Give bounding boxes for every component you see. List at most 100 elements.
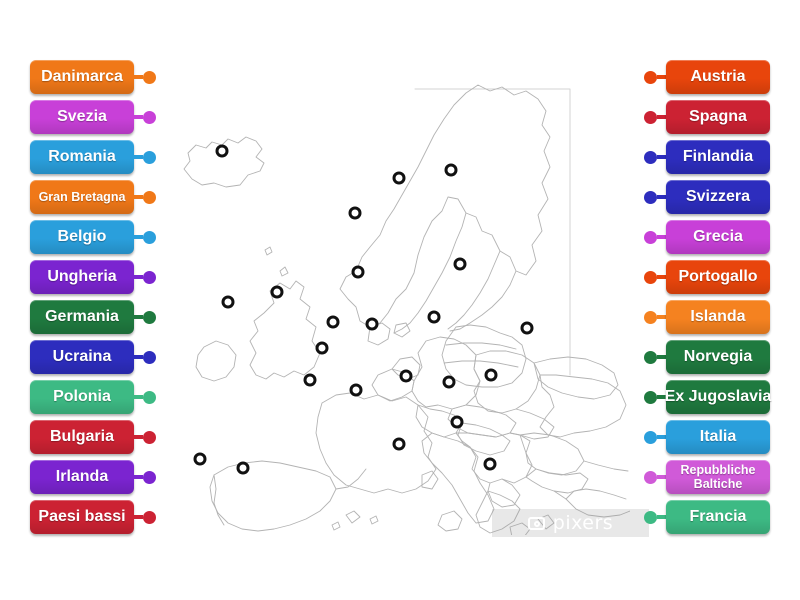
label-chip-bulgaria[interactable]: Bulgaria bbox=[30, 420, 134, 454]
label-chip-irlanda[interactable]: Irlanda bbox=[30, 460, 134, 494]
map-marker[interactable] bbox=[484, 368, 498, 382]
label-chip-repubbliche-baltiche[interactable]: Repubbliche Baltiche bbox=[666, 460, 770, 494]
map-marker[interactable] bbox=[520, 321, 534, 335]
connector[interactable] bbox=[644, 310, 666, 324]
connector[interactable] bbox=[644, 470, 666, 484]
map-marker[interactable] bbox=[348, 206, 362, 220]
label-chip-ucraina[interactable]: Ucraina bbox=[30, 340, 134, 374]
label-chip-paesi-bassi[interactable]: Paesi bassi bbox=[30, 500, 134, 534]
label-chip-francia[interactable]: Francia bbox=[666, 500, 770, 534]
connector[interactable] bbox=[134, 470, 156, 484]
connector[interactable] bbox=[134, 510, 156, 524]
label-chip-belgio[interactable]: Belgio bbox=[30, 220, 134, 254]
connector-knob[interactable] bbox=[644, 150, 657, 164]
map-marker[interactable] bbox=[315, 341, 329, 355]
map-marker[interactable] bbox=[236, 461, 250, 475]
connector[interactable] bbox=[134, 270, 156, 284]
connector[interactable] bbox=[644, 510, 666, 524]
map-marker[interactable] bbox=[392, 437, 406, 451]
map-marker[interactable] bbox=[365, 317, 379, 331]
connector-knob[interactable] bbox=[143, 430, 156, 444]
connector-knob[interactable] bbox=[644, 390, 657, 404]
map-marker[interactable] bbox=[453, 257, 467, 271]
connector-knob[interactable] bbox=[644, 70, 657, 84]
label-chip-norvegia[interactable]: Norvegia bbox=[666, 340, 770, 374]
connector-knob[interactable] bbox=[143, 350, 156, 364]
map-marker[interactable] bbox=[303, 373, 317, 387]
connector-knob[interactable] bbox=[644, 510, 657, 524]
connector-knob[interactable] bbox=[644, 430, 657, 444]
label-chip-spagna[interactable]: Spagna bbox=[666, 100, 770, 134]
connector[interactable] bbox=[644, 110, 666, 124]
label-chip-italia[interactable]: Italia bbox=[666, 420, 770, 454]
connector-knob[interactable] bbox=[143, 190, 156, 204]
label-chip-polonia[interactable]: Polonia bbox=[30, 380, 134, 414]
label-chip-romania[interactable]: Romania bbox=[30, 140, 134, 174]
connector[interactable] bbox=[644, 190, 666, 204]
connector[interactable] bbox=[134, 350, 156, 364]
map-marker[interactable] bbox=[450, 415, 464, 429]
map-marker[interactable] bbox=[444, 163, 458, 177]
map-marker[interactable] bbox=[442, 375, 456, 389]
connector[interactable] bbox=[644, 350, 666, 364]
connector-knob[interactable] bbox=[143, 110, 156, 124]
connector-knob[interactable] bbox=[143, 510, 156, 524]
label-chip-row: Finlandia bbox=[644, 140, 770, 174]
label-chip-islanda[interactable]: Islanda bbox=[666, 300, 770, 334]
connector-knob[interactable] bbox=[143, 470, 156, 484]
map-marker[interactable] bbox=[215, 144, 229, 158]
connector-stem bbox=[134, 475, 143, 479]
connector[interactable] bbox=[134, 110, 156, 124]
connector[interactable] bbox=[644, 390, 666, 404]
label-chip-svezia[interactable]: Svezia bbox=[30, 100, 134, 134]
connector-knob[interactable] bbox=[644, 350, 657, 364]
connector-knob[interactable] bbox=[143, 230, 156, 244]
label-chip-grecia[interactable]: Grecia bbox=[666, 220, 770, 254]
map-marker[interactable] bbox=[326, 315, 340, 329]
connector-knob[interactable] bbox=[644, 230, 657, 244]
label-chip-ungheria[interactable]: Ungheria bbox=[30, 260, 134, 294]
label-chip-ex-jugoslavia[interactable]: Ex Jugoslavia bbox=[665, 380, 771, 414]
map-marker[interactable] bbox=[193, 452, 207, 466]
label-chip-row: Spagna bbox=[644, 100, 770, 134]
connector[interactable] bbox=[644, 70, 666, 84]
label-chip-austria[interactable]: Austria bbox=[666, 60, 770, 94]
label-chip-germania[interactable]: Germania bbox=[30, 300, 134, 334]
connector[interactable] bbox=[134, 230, 156, 244]
connector-knob[interactable] bbox=[644, 310, 657, 324]
connector[interactable] bbox=[134, 310, 156, 324]
connector[interactable] bbox=[134, 390, 156, 404]
map-marker[interactable] bbox=[392, 171, 406, 185]
connector[interactable] bbox=[644, 270, 666, 284]
map-marker[interactable] bbox=[427, 310, 441, 324]
connector-knob[interactable] bbox=[143, 390, 156, 404]
connector-knob[interactable] bbox=[644, 470, 657, 484]
connector-knob[interactable] bbox=[644, 190, 657, 204]
connector-knob[interactable] bbox=[644, 270, 657, 284]
label-chip-gran-bretagna[interactable]: Gran Bretagna bbox=[30, 180, 134, 214]
label-chip-danimarca[interactable]: Danimarca bbox=[30, 60, 134, 94]
map-marker[interactable] bbox=[270, 285, 284, 299]
label-chip-portogallo[interactable]: Portogallo bbox=[666, 260, 770, 294]
map-marker[interactable] bbox=[483, 457, 497, 471]
connector[interactable] bbox=[134, 430, 156, 444]
label-chip-finlandia[interactable]: Finlandia bbox=[666, 140, 770, 174]
map-marker[interactable] bbox=[221, 295, 235, 309]
connector[interactable] bbox=[134, 150, 156, 164]
map-marker[interactable] bbox=[399, 369, 413, 383]
connector[interactable] bbox=[134, 190, 156, 204]
map-marker[interactable] bbox=[349, 383, 363, 397]
connector-knob[interactable] bbox=[644, 110, 657, 124]
connector-stem bbox=[657, 315, 666, 319]
map-marker[interactable] bbox=[351, 265, 365, 279]
connector[interactable] bbox=[644, 430, 666, 444]
connector-knob[interactable] bbox=[143, 150, 156, 164]
connector[interactable] bbox=[134, 70, 156, 84]
connector-knob[interactable] bbox=[143, 70, 156, 84]
label-chip-svizzera[interactable]: Svizzera bbox=[666, 180, 770, 214]
connector-knob[interactable] bbox=[143, 310, 156, 324]
connector[interactable] bbox=[644, 230, 666, 244]
label-chip-row: Polonia bbox=[30, 380, 156, 414]
connector[interactable] bbox=[644, 150, 666, 164]
connector-knob[interactable] bbox=[143, 270, 156, 284]
